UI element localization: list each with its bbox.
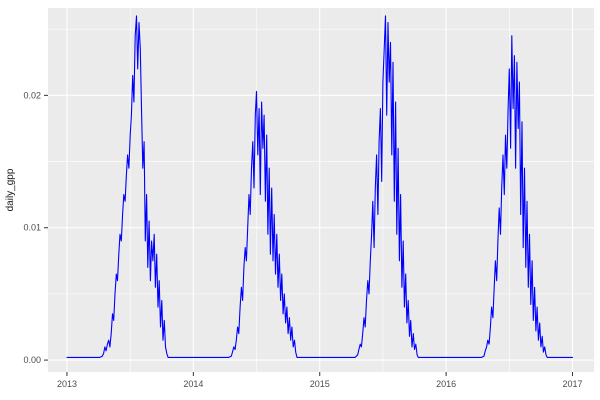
x-tick-label: 2013 (57, 379, 77, 389)
x-tick-label: 2014 (183, 379, 203, 389)
x-tick-label: 2017 (562, 379, 582, 389)
y-tick-label: 0.01 (23, 223, 41, 233)
y-tick-label: 0.02 (23, 90, 41, 100)
panel-background (48, 8, 594, 372)
daily-gpp-line (66, 15, 574, 358)
grid-major-lines (48, 8, 594, 372)
x-tick-label: 2016 (436, 379, 456, 389)
series-line-group (66, 15, 574, 358)
x-tick-label: 2015 (310, 379, 330, 389)
x-axis-tick-labels: 2013 2014 2015 2016 2017 (57, 379, 583, 389)
y-axis-title: daily_gpp (5, 168, 16, 211)
x-axis-tick-marks (66, 372, 574, 376)
y-axis-tick-marks (44, 94, 48, 361)
y-axis-tick-labels: 0.00 0.01 0.02 (23, 90, 41, 365)
y-tick-label: 0.00 (23, 355, 41, 365)
